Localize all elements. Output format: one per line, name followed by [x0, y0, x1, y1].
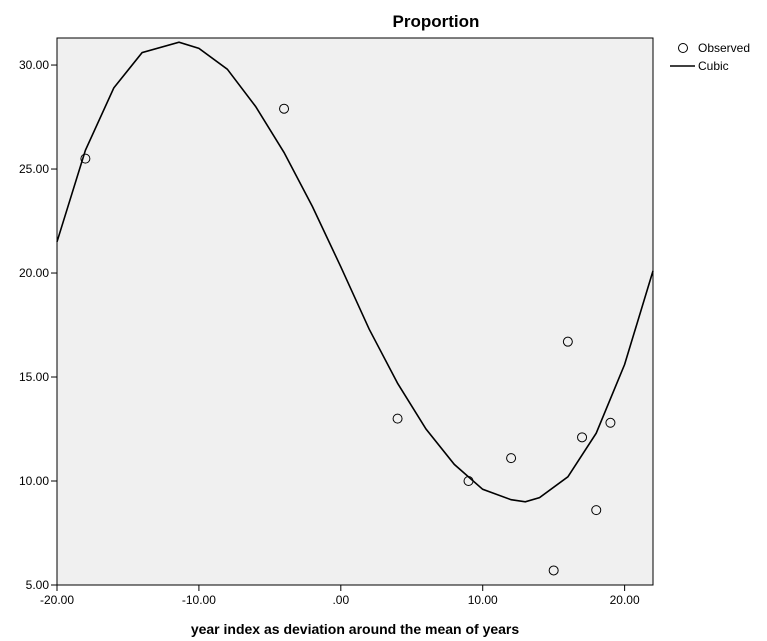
legend-cubic-label: Cubic [698, 59, 729, 73]
x-tick-label: -10.00 [182, 593, 216, 607]
x-tick-label: .00 [332, 593, 349, 607]
observed-point [605, 417, 616, 428]
x-tick-label: 10.00 [468, 593, 498, 607]
observed-point [279, 103, 290, 114]
observed-point [392, 413, 403, 424]
legend: Observed Cubic [670, 41, 750, 73]
observed-point [463, 476, 474, 487]
y-tick-label: 30.00 [19, 58, 49, 72]
observed-point [577, 432, 588, 443]
y-tick-label: 25.00 [19, 162, 49, 176]
x-tick-label: -20.00 [40, 593, 74, 607]
observed-point [506, 453, 517, 464]
y-tick-label: 15.00 [19, 370, 49, 384]
observed-point [562, 336, 573, 347]
chart-title: Proportion [393, 12, 480, 31]
y-tick-label: 5.00 [26, 578, 50, 592]
plot-area [56, 37, 654, 586]
cubic-fit-line [56, 41, 654, 503]
y-tick-label: 20.00 [19, 266, 49, 280]
observed-point [80, 153, 91, 164]
x-axis: -20.00 -10.00 .00 10.00 20.00 [40, 585, 640, 607]
x-tick-label: 20.00 [610, 593, 640, 607]
observed-points [80, 103, 616, 576]
observed-point [591, 505, 602, 516]
observed-point [548, 565, 559, 576]
legend-observed-label: Observed [698, 41, 750, 55]
y-axis: 5.00 10.00 15.00 20.00 25.00 30.00 [19, 58, 57, 592]
y-tick-label: 10.00 [19, 474, 49, 488]
x-axis-label: year index as deviation around the mean … [191, 621, 520, 637]
legend-observed-marker [678, 43, 688, 53]
